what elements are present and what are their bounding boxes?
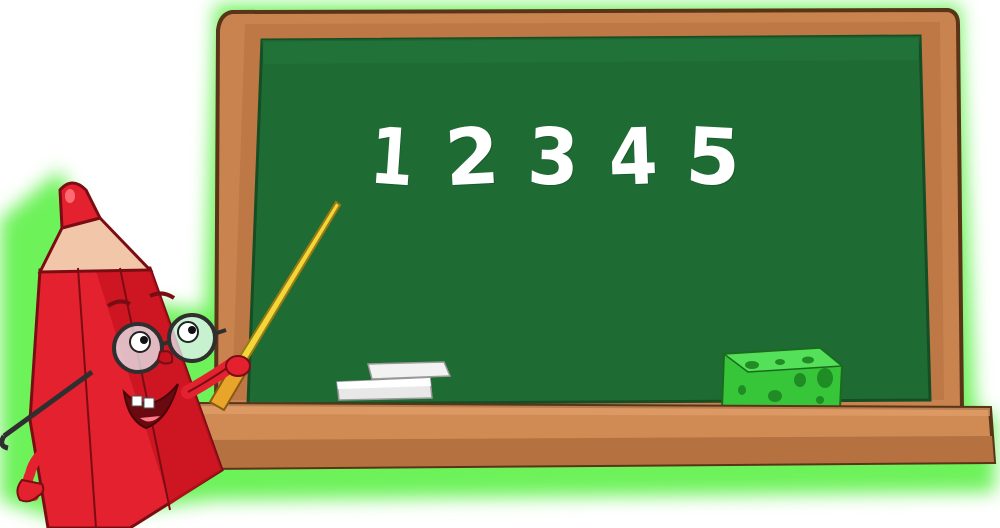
sponge-eraser-icon [720,346,844,409]
digit-one: 1 [367,111,417,205]
digit-four: 4 [607,112,659,204]
chalk-pieces-icon [336,361,452,401]
pencil-character-icon [0,181,251,528]
chalkboard-ledge [193,401,997,471]
digit-five: 5 [683,111,743,205]
chalkboard-surface [246,34,932,406]
chalkboard-shine [262,36,920,64]
board-digits: 1 2 3 4 5 [365,108,825,208]
digit-three: 3 [525,112,581,204]
digit-two: 2 [442,111,502,205]
